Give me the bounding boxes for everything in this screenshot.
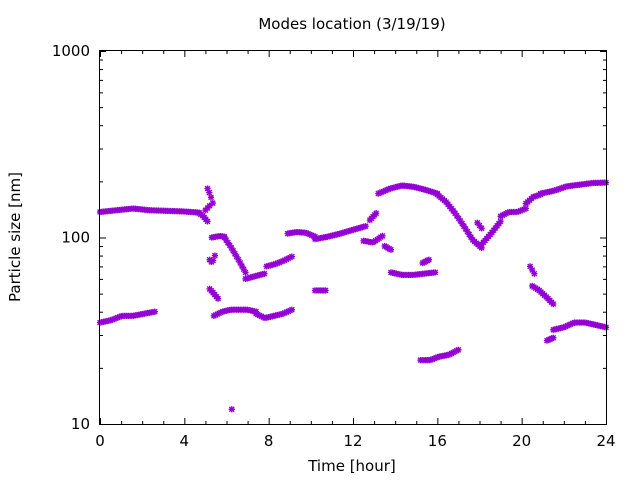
data-point <box>206 202 213 209</box>
data-point <box>362 223 369 230</box>
plot-frame <box>99 50 607 425</box>
data-point <box>151 308 158 315</box>
data-point <box>288 306 295 313</box>
chart-title: Modes location (3/19/19) <box>258 15 445 33</box>
data-point <box>379 232 386 239</box>
data-point <box>522 205 529 212</box>
data-point <box>322 287 329 294</box>
data-point <box>425 256 432 263</box>
x-tick-label: 24 <box>596 432 615 450</box>
data-point <box>288 253 295 260</box>
data-point <box>531 270 538 277</box>
data-point <box>261 270 268 277</box>
x-tick-label: 0 <box>95 432 105 450</box>
y-tick-label: 1000 <box>52 42 90 60</box>
data-point <box>204 218 211 225</box>
data-point <box>373 210 380 217</box>
x-axis-label: Time [hour] <box>307 457 396 475</box>
data-point <box>228 406 235 413</box>
data-point <box>478 225 485 232</box>
data-points <box>96 179 610 413</box>
data-point <box>497 218 504 225</box>
x-tick-label: 20 <box>512 432 531 450</box>
x-tick-label: 4 <box>180 432 190 450</box>
data-point <box>478 244 485 251</box>
data-point <box>211 252 219 259</box>
x-tick-label: 8 <box>264 432 274 450</box>
y-tick-label: 100 <box>61 229 90 247</box>
data-point <box>432 269 439 276</box>
x-tick-label: 16 <box>428 432 447 450</box>
data-point <box>214 295 222 302</box>
y-tick-label: 10 <box>71 415 90 433</box>
data-point <box>387 246 395 253</box>
data-point <box>210 257 217 264</box>
x-axis: 0 4 8 12 16 20 24 <box>95 51 616 450</box>
data-point <box>550 300 557 308</box>
data-point <box>550 334 557 341</box>
data-point <box>206 189 213 196</box>
y-axis-label: Particle size [nm] <box>6 172 24 302</box>
x-tick-label: 12 <box>343 432 362 450</box>
data-point <box>455 346 462 353</box>
data-point <box>242 269 249 276</box>
data-point <box>207 194 215 201</box>
y-axis: 10 100 1000 <box>52 42 606 433</box>
